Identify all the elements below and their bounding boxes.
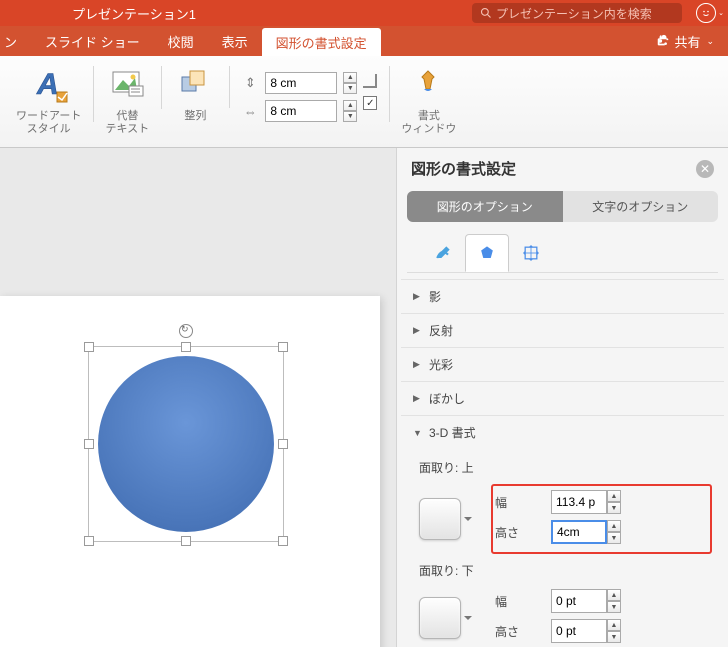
feedback-icon[interactable]: [696, 3, 716, 23]
section-reflection[interactable]: ▶反射: [401, 314, 724, 347]
bevel-bottom-label: 面取り: 下: [419, 562, 712, 579]
group-size: ⇕ ▲▼ ⇔ ▲▼ ✓: [229, 62, 389, 122]
resize-handle[interactable]: [278, 536, 288, 546]
lock-aspect-checkbox[interactable]: ✓: [363, 96, 377, 110]
tab-review[interactable]: 校閲: [154, 26, 208, 56]
format-shape-panel: 図形の書式設定 ✕ 図形のオプション 文字のオプション ▶影 ▶反射 ▶光彩 ▶…: [396, 148, 728, 647]
bevel-top-label: 面取り: 上: [419, 459, 712, 476]
group-wordart[interactable]: A ワードアート スタイル: [4, 62, 93, 136]
ribbon: A ワードアート スタイル 代替 テキスト 整列 ⇕ ▲▼ ⇔ ▲▼ ✓: [0, 56, 728, 148]
category-tabs: [407, 234, 718, 273]
resize-handle[interactable]: [84, 536, 94, 546]
search-input[interactable]: プレゼンテーション内を検索: [472, 3, 682, 23]
tab-size-props[interactable]: [509, 234, 553, 272]
width-input[interactable]: [265, 100, 337, 122]
alttext-icon: [109, 66, 145, 102]
resize-handle[interactable]: [84, 342, 94, 352]
resize-handle[interactable]: [181, 536, 191, 546]
bevel-bottom-width[interactable]: ▲▼: [551, 589, 621, 613]
bevel-top-width[interactable]: ▲▼: [551, 490, 621, 514]
slide-canvas[interactable]: [0, 148, 396, 647]
selected-shape[interactable]: [70, 328, 302, 560]
ribbon-tabs: ン スライド ショー 校閲 表示 図形の書式設定 共有⌄: [0, 26, 728, 56]
height-input-row: ⇕ ▲▼: [241, 72, 357, 94]
panel-title: 図形の書式設定: [411, 158, 696, 179]
align-icon: [178, 67, 212, 101]
search-placeholder: プレゼンテーション内を検索: [496, 5, 652, 22]
share-icon: [656, 34, 670, 48]
width-icon: ⇔: [241, 104, 259, 119]
group-align[interactable]: 整列: [161, 62, 229, 123]
section-glow[interactable]: ▶光彩: [401, 348, 724, 381]
group-alttext[interactable]: 代替 テキスト: [93, 62, 161, 136]
option-tabs: 図形のオプション 文字のオプション: [407, 191, 718, 222]
main-area: 図形の書式設定 ✕ 図形のオプション 文字のオプション ▶影 ▶反射 ▶光彩 ▶…: [0, 148, 728, 647]
group-format-pane[interactable]: 書式 ウィンドウ: [389, 62, 468, 136]
tab-shape-format[interactable]: 図形の書式設定: [262, 28, 381, 56]
rotate-handle[interactable]: [179, 324, 193, 338]
tab-partial[interactable]: ン: [0, 26, 31, 56]
highlight-annotation: 幅 ▲▼ 高さ ▲▼: [491, 484, 712, 554]
height-spinner[interactable]: ▲▼: [343, 72, 357, 94]
wordart-icon: A: [29, 64, 69, 104]
tab-text-options[interactable]: 文字のオプション: [563, 191, 719, 222]
height-icon: ⇕: [241, 75, 259, 91]
circle-shape[interactable]: [98, 356, 274, 532]
doc-title: プレゼンテーション1: [72, 4, 196, 23]
tab-fill-line[interactable]: [421, 234, 465, 272]
section-shadow[interactable]: ▶影: [401, 280, 724, 313]
bevel-bottom-preset[interactable]: [419, 597, 461, 639]
effect-sections: ▶影 ▶反射 ▶光彩 ▶ぼかし ▼3-D 書式 面取り: 上 幅 ▲▼: [397, 279, 728, 647]
bevel-bottom-height[interactable]: ▲▼: [551, 619, 621, 643]
width-spinner[interactable]: ▲▼: [343, 100, 357, 122]
tab-effects[interactable]: [465, 234, 509, 272]
share-button[interactable]: 共有⌄: [642, 26, 728, 56]
resize-handle[interactable]: [278, 342, 288, 352]
section-3d-format[interactable]: ▼3-D 書式: [401, 416, 724, 449]
resize-handle[interactable]: [181, 342, 191, 352]
size-dialog-launcher[interactable]: [363, 74, 377, 88]
resize-handle[interactable]: [278, 439, 288, 449]
tab-shape-options[interactable]: 図形のオプション: [407, 191, 563, 222]
resize-handle[interactable]: [84, 439, 94, 449]
section-blur[interactable]: ▶ぼかし: [401, 382, 724, 415]
bevel-top-preset[interactable]: [419, 498, 461, 540]
svg-text:A: A: [36, 68, 59, 101]
search-icon: [480, 7, 492, 19]
bevel-top-height[interactable]: ▲▼: [551, 520, 621, 544]
format-pane-icon: [412, 67, 446, 101]
width-input-row: ⇔ ▲▼: [241, 100, 357, 122]
tab-slideshow[interactable]: スライド ショー: [31, 26, 154, 56]
tab-view[interactable]: 表示: [208, 26, 262, 56]
height-input[interactable]: [265, 72, 337, 94]
close-icon[interactable]: ✕: [696, 160, 714, 178]
titlebar: プレゼンテーション1 プレゼンテーション内を検索: [0, 0, 728, 26]
